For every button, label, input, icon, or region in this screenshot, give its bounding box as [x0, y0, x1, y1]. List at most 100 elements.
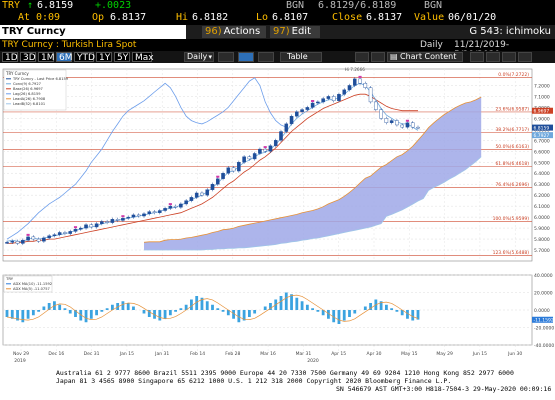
- indicator-tick-label: -40.0000: [534, 343, 554, 349]
- indicator-bar: [327, 310, 330, 319]
- candle-body: [94, 223, 99, 228]
- security-description: TRY Curncy : Turkish Lira Spot: [2, 40, 137, 50]
- indicator-bar: [332, 310, 336, 323]
- period-tab-5y[interactable]: 5Y: [114, 52, 130, 63]
- chevron-down-icon: ▾: [208, 53, 212, 61]
- ichimoku-cloud: [143, 96, 482, 251]
- candle-marker: [121, 215, 125, 218]
- indicator-bar: [247, 310, 251, 317]
- indicator-bar: [300, 301, 304, 310]
- candle-marker: [405, 119, 410, 122]
- x-year-label: 2020: [307, 358, 319, 364]
- export-icon[interactable]: [502, 52, 516, 62]
- chart-area[interactable]: 0.0%(7.2722) 23.6%(6.9587) 38.2%(6.7717) 50…: [0, 63, 555, 368]
- candle-body: [221, 173, 225, 179]
- command-toolbar: TRY Curncy 96)Actions ▾ 97)Edit ▾ G 543:…: [0, 25, 555, 49]
- last-value-box: [532, 107, 553, 114]
- indicator-legend-item: ADX MA(10) -11.1592: [13, 282, 52, 286]
- period-tab-3d[interactable]: 3D: [20, 52, 36, 63]
- last-value-box: [532, 132, 553, 139]
- indicator-bar: [269, 303, 272, 310]
- candle-body: [100, 221, 104, 224]
- indicator-bar: [95, 310, 98, 316]
- table-button[interactable]: Table: [280, 52, 322, 62]
- candle-body: [194, 192, 199, 198]
- candle-body: [247, 156, 252, 160]
- candle-body: [321, 98, 325, 103]
- indicator-bar: [163, 310, 167, 319]
- indicator-bar: [416, 310, 420, 320]
- candle-marker: [263, 146, 267, 149]
- settings-icon[interactable]: [470, 52, 484, 62]
- candle-body: [200, 192, 204, 196]
- indicator-bar: [89, 310, 93, 319]
- chart-type-candle-icon[interactable]: [238, 52, 254, 62]
- indicator-tick-label: 20.0000: [534, 291, 553, 297]
- y-tick-label: 5.7000: [534, 248, 550, 254]
- candle-marker: [311, 100, 315, 103]
- frequency-select[interactable]: Daily ▾: [184, 52, 214, 62]
- chart-type-line-icon[interactable]: [218, 52, 234, 62]
- annotate-icon[interactable]: [371, 52, 385, 62]
- candle-body: [47, 235, 51, 239]
- indicator-bar: [400, 310, 404, 316]
- indicator-bar: [179, 308, 183, 310]
- period-tab-ytd[interactable]: YTD: [74, 52, 95, 63]
- indicator-bar: [79, 310, 83, 321]
- candle-body: [258, 148, 262, 154]
- x-tick-label: Jun 15: [472, 351, 487, 357]
- period-tab-max[interactable]: Max: [132, 52, 154, 63]
- candle-body: [395, 120, 399, 126]
- period-tab-1y[interactable]: 1Y: [96, 52, 112, 63]
- open-label: Op: [92, 12, 105, 23]
- period-tab-1m[interactable]: 1M: [38, 52, 55, 63]
- indicator-bar: [42, 306, 46, 310]
- indicator-bar: [379, 301, 383, 310]
- ticker-code[interactable]: TRY: [2, 0, 21, 11]
- x-tick-label: Nov 29: [13, 351, 29, 357]
- high-marker-label: Hi 7.2666: [345, 67, 366, 72]
- candle-body: [31, 236, 36, 240]
- candle-body: [347, 85, 352, 91]
- help-icon[interactable]: [518, 52, 532, 62]
- chart-content-button[interactable]: ▤ Chart Content: [387, 52, 463, 62]
- y-tick-label: 5.8000: [534, 237, 550, 243]
- candle-body: [136, 214, 141, 217]
- candle-body: [374, 101, 378, 110]
- indicator-bar: [242, 310, 246, 321]
- actions-button[interactable]: 96)Actions ▾: [202, 26, 266, 49]
- fib-label: 123.6%(5.6488): [493, 250, 530, 256]
- candle-body: [337, 94, 341, 102]
- fib-label: 50.0%(6.6163): [495, 144, 529, 150]
- candle-body: [205, 189, 210, 196]
- footer-contacts-1: Australia 61 2 9777 8600 Brazil 5511 239…: [56, 369, 514, 377]
- security-field[interactable]: TRY Curncy: [0, 25, 186, 39]
- candle-body: [52, 234, 57, 236]
- indicator-bar: [184, 304, 188, 310]
- candle-body: [226, 167, 231, 174]
- print-icon[interactable]: [486, 52, 500, 62]
- draw-tool-icon[interactable]: [258, 52, 274, 62]
- legend-item: LeadB(52) 6.8101: [13, 102, 45, 106]
- price-chart[interactable]: 0.0%(7.2722) 23.6%(6.9587) 38.2%(6.7717) 50…: [0, 63, 555, 368]
- indicator-bar: [121, 301, 125, 310]
- period-tab-6m[interactable]: 6M: [56, 52, 73, 63]
- candle-body: [231, 167, 236, 172]
- candle-body: [42, 237, 46, 242]
- candle-body: [389, 120, 394, 123]
- last-value-label: 6.9697: [534, 109, 550, 115]
- fib-label: 23.6%(6.9587): [495, 106, 529, 112]
- indicator-bar: [16, 310, 19, 321]
- candle-body: [305, 107, 310, 110]
- candle-body: [416, 126, 420, 129]
- indicator-tick-label: -20.0000: [534, 326, 554, 332]
- candle-body: [273, 140, 278, 146]
- period-tab-1d[interactable]: 1D: [2, 52, 18, 63]
- indicator-bar: [10, 310, 14, 319]
- x-tick-label: Mar 16: [260, 351, 276, 357]
- lead-b-line: [144, 156, 482, 251]
- candle-body: [115, 219, 120, 221]
- legend-item: TRY Curncy - Last Price 6.8159: [12, 77, 69, 81]
- edit-button[interactable]: 97)Edit ▾: [270, 26, 320, 49]
- zoom-icon[interactable]: [355, 52, 369, 62]
